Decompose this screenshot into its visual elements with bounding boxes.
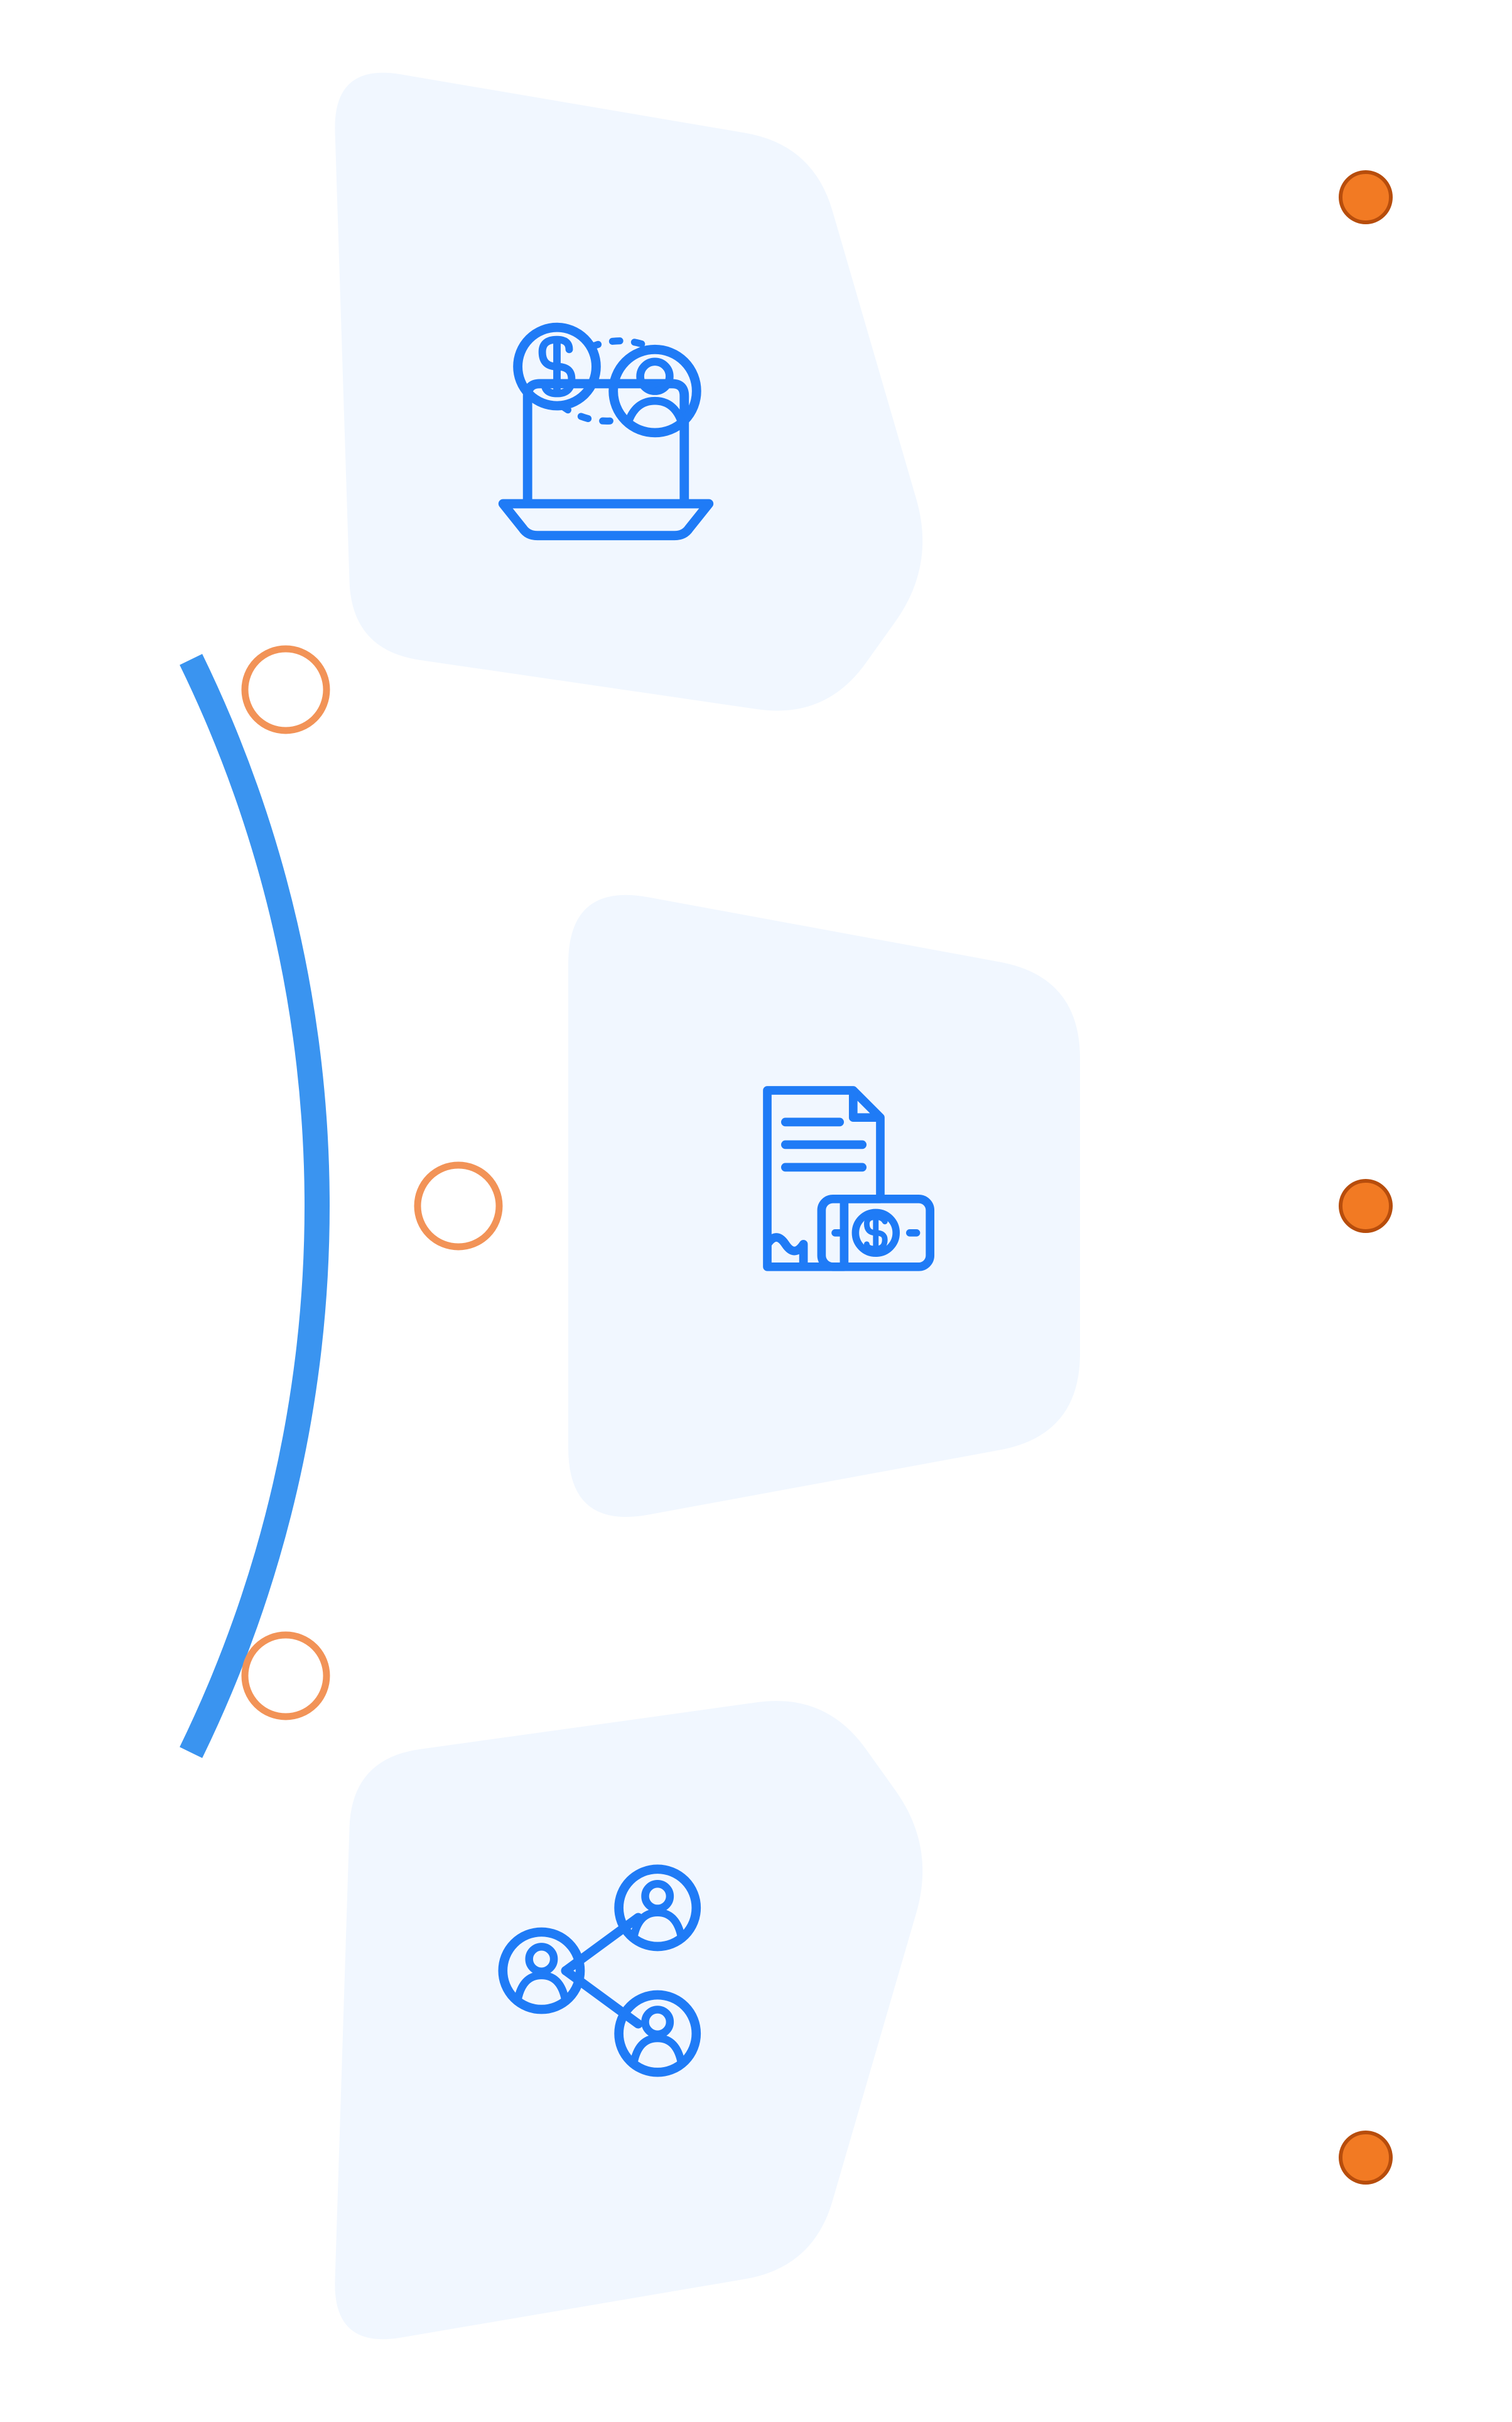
orbit-arc xyxy=(180,654,330,1758)
bullet-1 xyxy=(1341,172,1391,222)
arc-node-1 xyxy=(245,649,327,730)
bullet-2 xyxy=(1341,1181,1391,1231)
arc-node-2 xyxy=(418,1165,499,1247)
arc-node-3 xyxy=(245,1635,327,1717)
panel-account xyxy=(335,73,922,711)
bullet-3 xyxy=(1341,2132,1391,2183)
diagram-root xyxy=(0,0,1512,2422)
